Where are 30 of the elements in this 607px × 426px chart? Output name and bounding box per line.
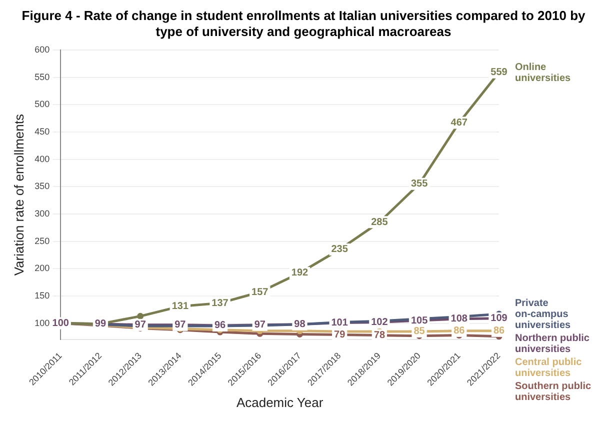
data-label: 97 <box>254 320 266 331</box>
x-axis-title: Academic Year <box>236 394 324 410</box>
text: Central public universities <box>515 357 582 380</box>
data-label: 79 <box>334 330 346 341</box>
data-label: 96 <box>214 320 226 332</box>
y-tick-label: 100 <box>34 318 50 328</box>
data-label: 98 <box>294 319 306 330</box>
data-label: 78 <box>374 330 386 342</box>
series-label: Private on-campus universities <box>515 298 572 332</box>
data-label: 97 <box>174 320 186 331</box>
data-label: 86 <box>493 326 505 337</box>
y-tick-label: 500 <box>34 99 50 110</box>
text: Southern public universities <box>515 381 592 404</box>
y-tick-label: 600 <box>34 44 50 54</box>
series-label: Northern public universities <box>515 333 590 356</box>
data-label: 86 <box>454 326 466 337</box>
y-tick-label: 200 <box>34 263 50 274</box>
y-tick-label: 450 <box>34 126 50 136</box>
y-axis-title: Variation rate of enrollments <box>11 114 26 276</box>
y-tick-label: 350 <box>34 181 50 192</box>
y-tick-label: 150 <box>34 290 50 300</box>
y-tick-label: 550 <box>34 72 50 82</box>
data-label: 85 <box>414 326 426 338</box>
y-tick-label: 300 <box>34 208 50 218</box>
y-tick-label: 400 <box>34 154 50 164</box>
data-label: 97 <box>134 320 146 331</box>
y-tick-label: 250 <box>34 236 50 246</box>
series-label: Online universities <box>515 62 572 84</box>
chart-title: Figure 4 - Rate of change in student enrollments at Italian universities compared to 2010 by type of university and geographical macroareas <box>20 8 586 40</box>
data-label: 99 <box>94 318 106 330</box>
